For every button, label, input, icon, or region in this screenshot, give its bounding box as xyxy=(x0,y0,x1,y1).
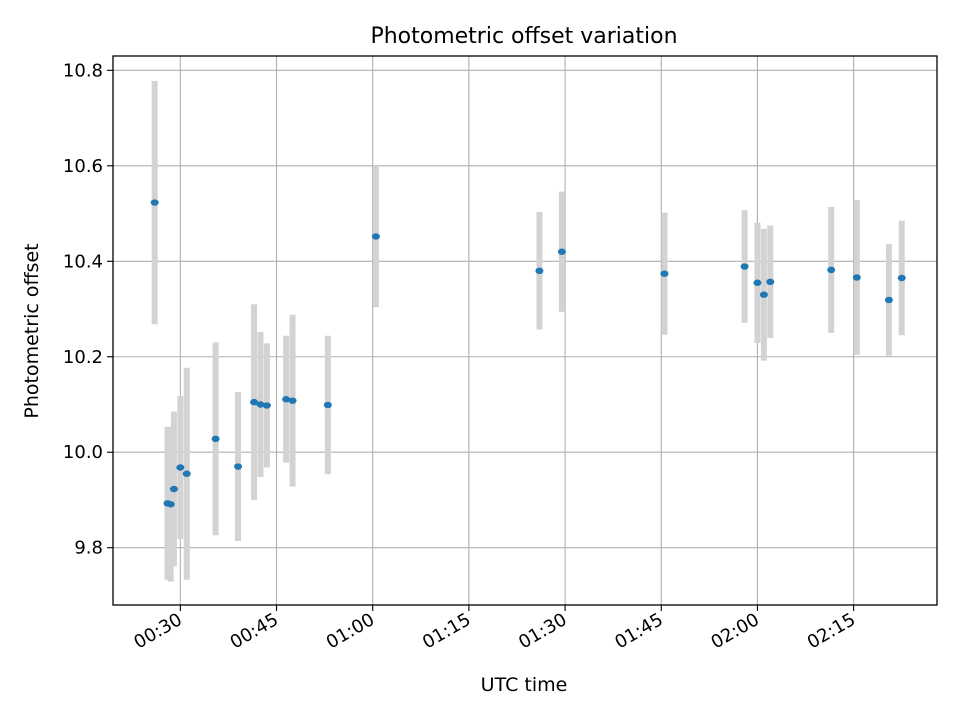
data-point xyxy=(256,401,265,408)
data-points xyxy=(150,199,906,508)
data-point xyxy=(660,270,669,277)
data-point xyxy=(262,402,271,409)
data-point xyxy=(557,248,566,255)
chart-title: Photometric offset variation xyxy=(370,24,677,49)
data-point xyxy=(182,470,191,477)
data-point xyxy=(250,398,259,406)
y-tick-label: 10.8 xyxy=(63,60,103,81)
x-gridlines xyxy=(179,56,855,605)
data-point xyxy=(852,274,861,281)
y-gridlines xyxy=(113,69,937,549)
data-point xyxy=(288,397,297,404)
y-tick-label: 10.6 xyxy=(63,156,103,177)
y-tick-label: 10.2 xyxy=(63,347,103,368)
data-point xyxy=(535,267,544,275)
y-tick-label: 10.0 xyxy=(63,442,103,463)
data-point xyxy=(323,401,332,409)
y-tick-label: 9.8 xyxy=(74,538,103,559)
y-tick-label: 10.4 xyxy=(63,251,103,272)
data-point xyxy=(166,501,175,508)
data-point xyxy=(169,485,178,493)
plot-frame xyxy=(112,55,938,606)
y-axis-ticks: 9.8 10.0 10.2 10.4 10.6 10.8 xyxy=(63,60,113,559)
y-axis-label: Photometric offset xyxy=(21,243,43,418)
data-point xyxy=(759,291,768,298)
data-point xyxy=(766,278,775,286)
data-point xyxy=(897,274,906,282)
data-point xyxy=(371,233,380,240)
x-axis-label: UTC time xyxy=(481,674,568,696)
data-point xyxy=(827,266,836,274)
data-point xyxy=(753,279,762,286)
data-point xyxy=(211,435,220,443)
data-point xyxy=(740,263,749,270)
data-point xyxy=(234,463,243,470)
data-point xyxy=(282,396,291,403)
data-point xyxy=(150,199,159,206)
data-point xyxy=(176,464,185,471)
data-point xyxy=(884,296,893,304)
